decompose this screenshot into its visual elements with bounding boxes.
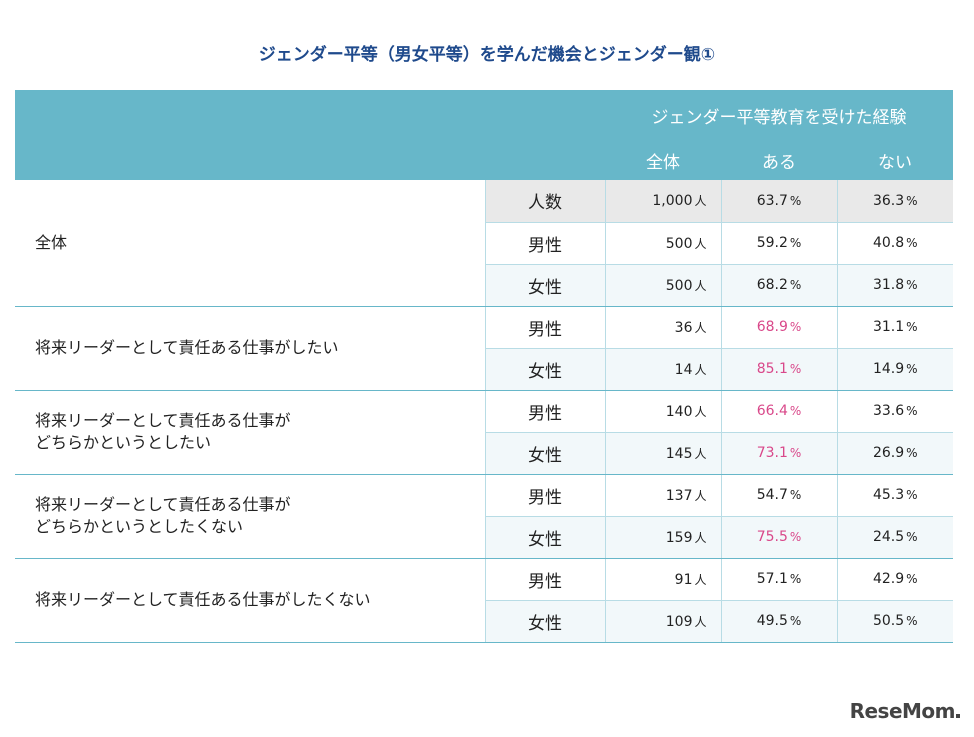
aru-cell: 63.7% [720,180,837,223]
nai-cell: 26.9% [836,432,953,475]
row-sub-label: 男性 [484,558,605,601]
column-header-aru: ある [721,140,837,180]
total-cell: 109 人 [604,600,721,643]
table-row: 全体 人数 1,000 人 63.7% 36.3% [15,180,953,307]
aru-cell: 54.7% [720,474,837,517]
aru-cell: 57.1% [720,558,837,601]
aru-cell: 85.1% [720,348,837,391]
table-row: 男性 500 人 59.2% 40.8% [15,222,953,265]
aru-cell: 68.9% [720,306,837,349]
aru-cell: 49.5% [720,600,837,643]
page-title: ジェンダー平等（男女平等）を学んだ機会とジェンダー観① [258,45,716,65]
table-row: 将来リーダーとして責任ある仕事がしたい 男性 36 人 68.9% 31.1% [15,306,953,391]
row-sub-label: 男性 [484,474,605,517]
total-cell: 500 人 [604,222,721,265]
nai-cell: 45.3% [836,474,953,517]
row-sub-label: 女性 [484,264,605,307]
total-cell: 137 人 [604,474,721,517]
total-cell: 14 人 [604,348,721,391]
nai-cell: 24.5% [836,516,953,559]
aru-cell: 73.1% [720,432,837,475]
total-cell: 145 人 [604,432,721,475]
group-label: 全体 [15,180,485,307]
group-label: 将来リーダーとして責任ある仕事が どちらかというとしたい [15,390,485,475]
total-cell: 159 人 [604,516,721,559]
table-row: 将来リーダーとして責任ある仕事が どちらかというとしたい 男性 140 人 66.4… [15,390,953,475]
total-cell: 36 人 [604,306,721,349]
header-group-label: ジェンダー平等教育を受けた経験 [605,90,953,140]
group-label: 将来リーダーとして責任ある仕事がしたくない [15,558,485,643]
aru-cell: 75.5% [720,516,837,559]
column-header-nai: ない [837,140,953,180]
nai-cell: 40.8% [836,222,953,265]
total-cell: 1,000 人 [604,180,721,223]
aru-cell: 66.4% [720,390,837,433]
nai-cell: 42.9% [836,558,953,601]
row-sub-label: 男性 [484,306,605,349]
total-cell: 140 人 [604,390,721,433]
resemom-logo: ReseMom [850,699,960,723]
column-header-total: 全体 [605,140,721,180]
nai-cell: 50.5% [836,600,953,643]
nai-cell: 14.9% [836,348,953,391]
row-sub-label: 女性 [484,516,605,559]
row-sub-label: 男性 [484,390,605,433]
row-sub-label: 女性 [484,600,605,643]
nai-cell: 36.3% [836,180,953,223]
table-row: 将来リーダーとして責任ある仕事が どちらかというとしたくない 男性 137 人 54… [15,474,953,559]
row-sub-label: 女性 [484,348,605,391]
aru-cell: 59.2% [720,222,837,265]
row-sub-label: 人数 [484,180,605,223]
total-cell: 91 人 [604,558,721,601]
nai-cell: 31.1% [836,306,953,349]
data-table: ジェンダー平等教育を受けた経験 全体 ある ない 全体 人数 1,000 人 63… [15,90,953,643]
nai-cell: 33.6% [836,390,953,433]
total-cell: 500 人 [604,264,721,307]
group-label: 将来リーダーとして責任ある仕事が どちらかというとしたくない [15,474,485,559]
table-row: 将来リーダーとして責任ある仕事がしたくない 男性 91 人 57.1% 42.9% [15,558,953,643]
row-sub-label: 女性 [484,432,605,475]
aru-cell: 68.2% [720,264,837,307]
group-label: 将来リーダーとして責任ある仕事がしたい [15,306,485,391]
header-blank [15,90,605,180]
row-sub-label: 男性 [484,222,605,265]
nai-cell: 31.8% [836,264,953,307]
